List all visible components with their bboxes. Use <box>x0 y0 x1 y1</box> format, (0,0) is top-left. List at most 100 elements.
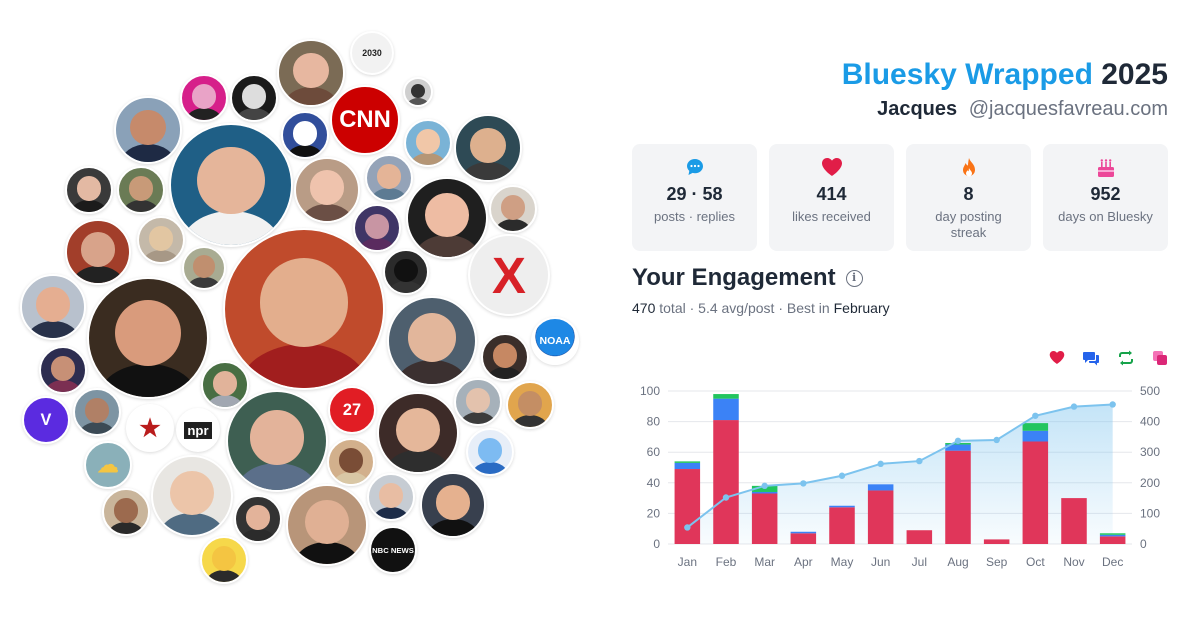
logo-v[interactable]: V <box>22 396 70 444</box>
avatar-shoulders <box>471 461 509 474</box>
bar-replies <box>829 505 855 508</box>
avatar[interactable] <box>226 390 328 492</box>
cumulative-point <box>993 436 1000 444</box>
cumulative-point <box>761 482 768 490</box>
avatar[interactable] <box>65 219 131 285</box>
avatar[interactable] <box>489 185 537 233</box>
wrapped-panel: Bluesky Wrapped 2025 Jacques @jacquesfav… <box>632 56 1168 569</box>
avatar[interactable] <box>403 77 433 107</box>
copy-icon[interactable] <box>1152 350 1168 370</box>
avatar-shoulders <box>121 144 175 162</box>
avatar-face <box>80 232 116 267</box>
avatar[interactable] <box>294 157 360 223</box>
avatar[interactable] <box>454 114 522 182</box>
logo-nbc-news[interactable]: NBC NEWS <box>369 526 417 574</box>
repost-icon[interactable] <box>1117 350 1135 370</box>
bar-replies <box>1022 430 1049 442</box>
avatar[interactable] <box>201 361 249 409</box>
avatar-shoulders <box>284 87 338 105</box>
avatar-shoulders <box>294 542 360 564</box>
logo-npr[interactable]: npr <box>176 408 220 452</box>
avatar[interactable] <box>169 123 293 247</box>
avatar[interactable] <box>102 488 150 536</box>
bar-replies <box>1099 534 1126 537</box>
bar-likes <box>674 469 701 544</box>
logo-2030[interactable]: 2030 <box>350 31 394 75</box>
avatar-face <box>364 213 390 239</box>
avatar[interactable] <box>404 119 452 167</box>
avatar-face <box>241 83 267 109</box>
avatar[interactable] <box>286 484 368 566</box>
avatar-face <box>192 255 216 278</box>
logo-27[interactable]: 27 <box>328 386 376 434</box>
avatar[interactable] <box>234 495 282 543</box>
bar-likes <box>945 450 971 544</box>
stat-value: 952 <box>1090 184 1121 204</box>
avatar[interactable] <box>277 39 345 107</box>
avatar-shoulders <box>409 152 447 165</box>
avatar[interactable] <box>383 249 429 295</box>
avatar[interactable] <box>365 154 413 202</box>
avatar[interactable] <box>114 96 182 164</box>
avatar[interactable] <box>230 74 278 122</box>
avatar[interactable] <box>454 378 502 426</box>
avatar-cluster: 2030 CNN X NOAA V ★ npr 27 ☁ NBC NEWS <box>20 31 579 584</box>
seal-icon[interactable]: ★ <box>126 404 174 452</box>
cumulative-point <box>1032 412 1039 419</box>
best-month: February <box>833 300 890 316</box>
bar-likes <box>983 539 1010 544</box>
avatar-face <box>259 258 349 347</box>
avatar[interactable] <box>180 74 228 122</box>
avatar-face <box>148 225 174 251</box>
avatar[interactable] <box>223 228 385 390</box>
weather-cloud-icon[interactable]: ☁ <box>84 441 132 489</box>
avatar[interactable] <box>481 333 529 381</box>
bar-replies <box>674 462 701 470</box>
cumulative-point <box>954 437 962 445</box>
y-tick-label: 40 <box>647 476 661 490</box>
y-tick-label: 80 <box>647 415 661 429</box>
bar-reposts <box>713 394 739 399</box>
logo-x[interactable]: X <box>468 234 550 316</box>
avatar[interactable] <box>353 204 401 252</box>
user-handle[interactable]: @jacquesfavreau.com <box>968 98 1168 120</box>
avatar[interactable] <box>377 392 459 474</box>
avatar[interactable] <box>367 473 415 521</box>
avatar[interactable] <box>151 455 233 537</box>
avatar[interactable] <box>39 346 87 394</box>
logo-cnn[interactable]: CNN <box>330 85 400 155</box>
logo-text: V <box>40 410 52 429</box>
avatar[interactable] <box>87 277 209 399</box>
avatar-shoulders <box>388 281 424 293</box>
quote-bubble-icon[interactable] <box>1082 350 1100 370</box>
avatar-shoulders <box>159 513 225 535</box>
avatar[interactable] <box>420 472 486 538</box>
avatar[interactable] <box>200 536 248 584</box>
avatar-shoulders <box>300 203 354 221</box>
avatar-shoulders <box>332 471 370 484</box>
logo-text: 2030 <box>362 48 382 58</box>
avatar[interactable] <box>65 166 113 214</box>
avatar-face <box>492 342 518 368</box>
avatar[interactable] <box>117 166 165 214</box>
avatar-shoulders <box>26 320 80 338</box>
avatar[interactable] <box>387 296 477 386</box>
avatar-shoulders <box>461 162 515 180</box>
avatar[interactable] <box>20 274 86 340</box>
page-title: Bluesky Wrapped 2025 <box>632 56 1168 94</box>
logo-noaa[interactable]: NOAA <box>531 317 579 365</box>
x-tick-label: Jan <box>678 555 697 569</box>
avatar[interactable] <box>137 216 185 264</box>
avatar[interactable] <box>506 381 554 429</box>
bar-replies <box>790 531 817 534</box>
heart-icon <box>769 157 894 179</box>
avatar[interactable] <box>327 438 375 486</box>
engagement-header: Your Engagement i <box>632 263 1168 293</box>
avatar[interactable] <box>406 177 488 259</box>
info-icon[interactable]: i <box>845 269 863 287</box>
heart-icon[interactable] <box>1049 350 1065 370</box>
avatar[interactable] <box>73 388 121 436</box>
avatar[interactable] <box>182 246 226 290</box>
avatar[interactable] <box>281 111 329 159</box>
avatar[interactable] <box>466 428 514 476</box>
